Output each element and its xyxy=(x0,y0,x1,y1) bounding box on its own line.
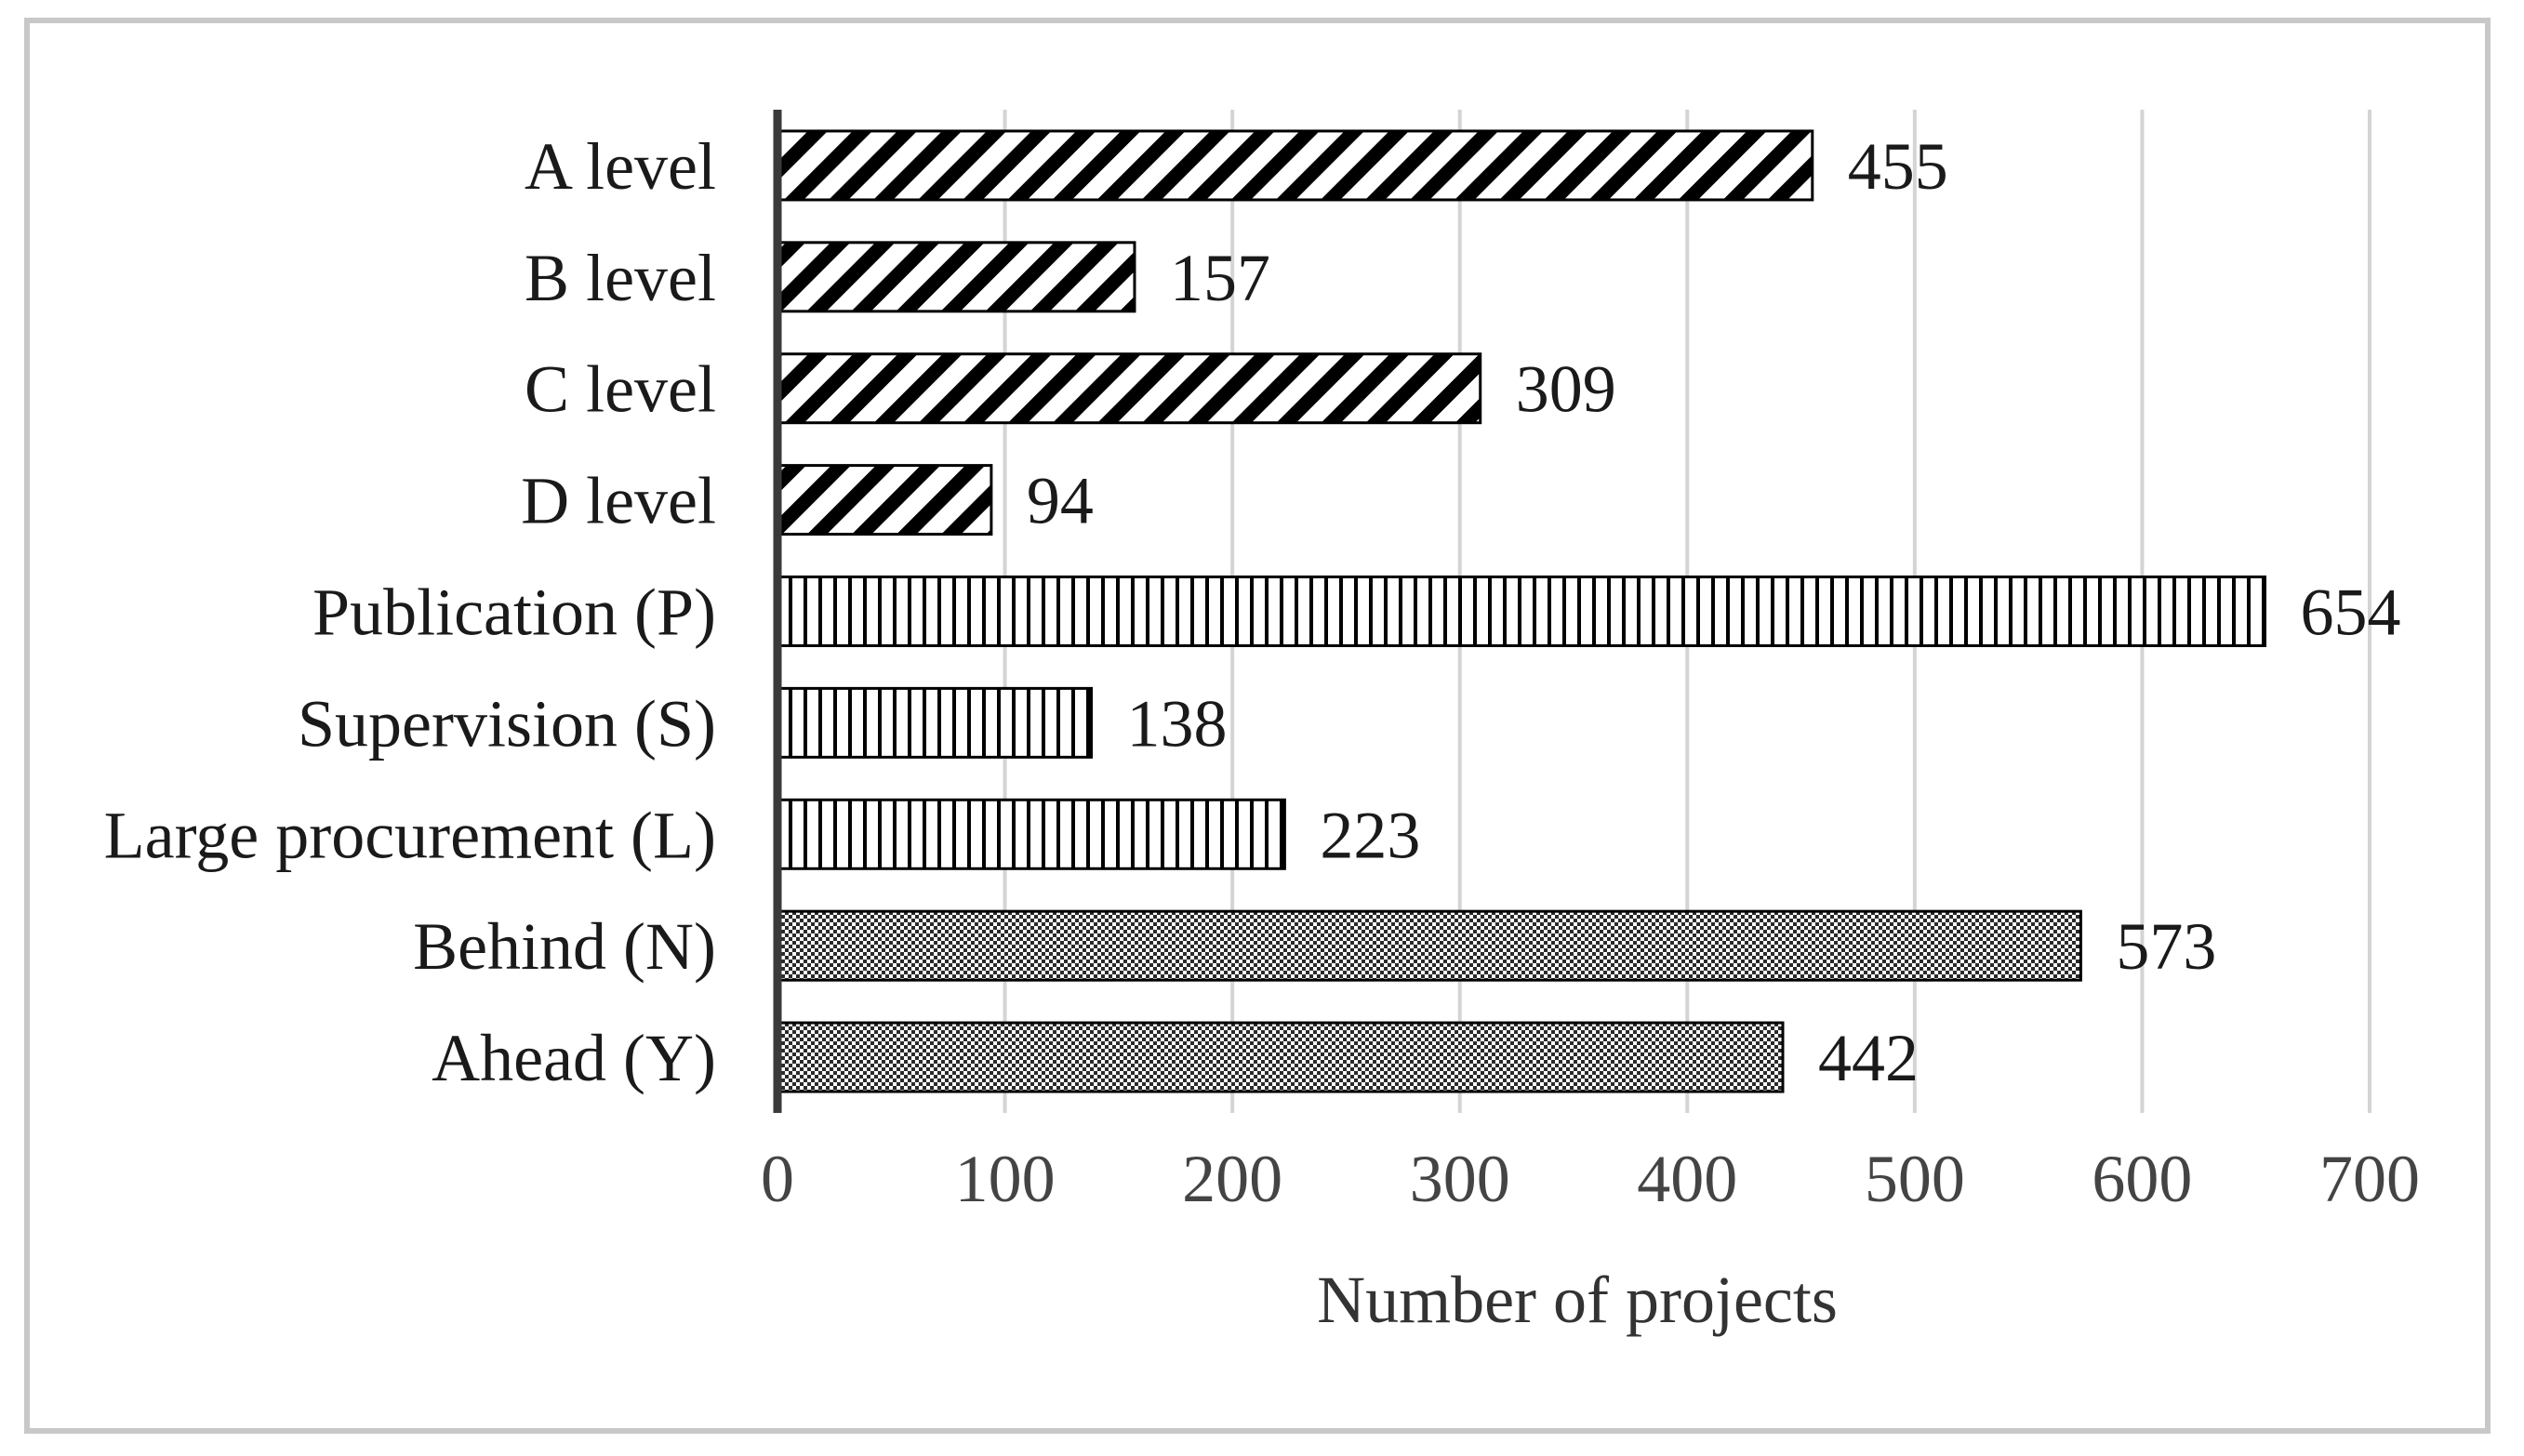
bar-supervision-s xyxy=(776,686,1094,759)
bar-d-level xyxy=(776,464,993,536)
category-label: C level xyxy=(525,352,716,427)
value-label: 654 xyxy=(2300,576,2400,650)
value-label: 573 xyxy=(2116,909,2216,984)
value-label: 223 xyxy=(1320,798,1420,872)
bar-b-level xyxy=(776,241,1136,313)
bar-a-level xyxy=(776,129,1814,202)
value-label: 157 xyxy=(1170,241,1270,315)
x-tick-label: 300 xyxy=(1410,1142,1510,1216)
category-label: B level xyxy=(525,241,716,315)
x-axis-title: Number of projects xyxy=(1317,1263,1838,1337)
bars xyxy=(776,129,2266,1093)
value-label: 455 xyxy=(1848,129,1948,204)
labels: 0 100 200 300 400 500 600 700 A level 455 B level 1… xyxy=(104,129,2420,1216)
x-tick-label: 700 xyxy=(2319,1142,2420,1216)
value-label: 138 xyxy=(1127,686,1228,761)
x-tick-label: 0 xyxy=(761,1142,794,1216)
x-tick-label: 600 xyxy=(2092,1142,2192,1216)
category-label: A level xyxy=(525,129,716,204)
bar-ahead-y xyxy=(776,1021,1785,1093)
value-label: 94 xyxy=(1027,464,1094,538)
value-label: 442 xyxy=(1818,1021,1919,1095)
x-tick-label: 400 xyxy=(1637,1142,1737,1216)
category-label: D level xyxy=(521,464,716,538)
category-label: Large procurement (L) xyxy=(104,798,716,872)
bar-behind-n xyxy=(776,909,2082,982)
category-label: Behind (N) xyxy=(413,909,716,984)
category-label: Publication (P) xyxy=(312,576,716,650)
category-label: Ahead (Y) xyxy=(432,1021,716,1095)
x-tick-label: 200 xyxy=(1182,1142,1282,1216)
x-tick-label: 500 xyxy=(1865,1142,1965,1216)
bar-c-level xyxy=(776,352,1482,425)
x-tick-label: 100 xyxy=(955,1142,1056,1216)
value-label: 309 xyxy=(1516,352,1616,427)
chart-frame xyxy=(24,18,2491,1434)
category-label: Supervision (S) xyxy=(298,686,716,761)
bar-publication-p xyxy=(776,576,2266,647)
bar-large-procurement-l xyxy=(776,798,1286,870)
